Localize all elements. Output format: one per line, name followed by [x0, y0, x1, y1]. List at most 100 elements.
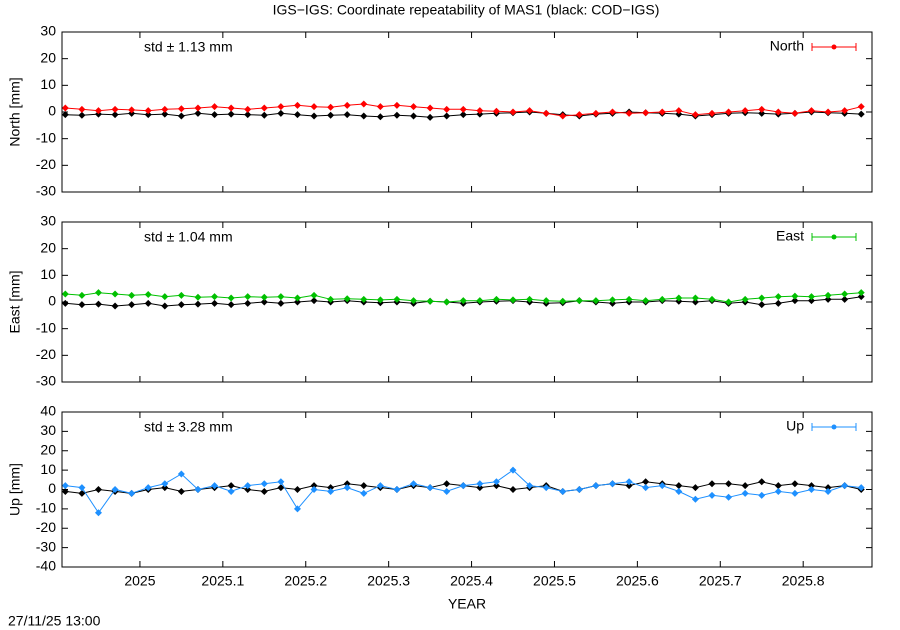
- data-point: [227, 301, 235, 309]
- data-point: [293, 111, 301, 119]
- data-point: [393, 111, 401, 119]
- data-point: [376, 113, 384, 121]
- data-point: [227, 487, 235, 495]
- data-point: [310, 112, 318, 120]
- data-point: [211, 103, 219, 111]
- data-point: [360, 100, 368, 108]
- data-point: [625, 478, 633, 486]
- data-point: [393, 486, 401, 493]
- data-point: [244, 299, 252, 307]
- data-point: [741, 489, 749, 497]
- y-tick-label: -30: [36, 373, 56, 389]
- data-point: [559, 297, 567, 305]
- data-point: [575, 486, 583, 493]
- data-point: [144, 107, 152, 115]
- data-point: [542, 484, 550, 492]
- data-point: [708, 491, 716, 499]
- data-point: [725, 108, 733, 116]
- data-point: [841, 107, 849, 115]
- data-point: [476, 480, 484, 488]
- x-tick-label: 2025.2: [284, 573, 327, 589]
- x-tick-label: 2025.1: [201, 573, 244, 589]
- data-point: [128, 489, 136, 497]
- data-point: [194, 486, 202, 493]
- plot-frame: [61, 411, 873, 568]
- data-point: [376, 296, 384, 304]
- data-point: [492, 482, 500, 490]
- data-point: [609, 108, 617, 116]
- data-point: [260, 487, 268, 495]
- data-point: [675, 482, 683, 490]
- data-point: [443, 105, 451, 113]
- data-point: [62, 487, 69, 495]
- data-point: [161, 302, 169, 310]
- y-tick-label: 20: [40, 49, 56, 65]
- data-point: [542, 297, 550, 305]
- data-point: [791, 489, 799, 497]
- data-point: [161, 110, 169, 118]
- x-tick-label: 2025.8: [782, 573, 825, 589]
- data-point: [227, 294, 235, 302]
- x-tick-label: 2025.4: [450, 573, 493, 589]
- data-point: [78, 484, 86, 492]
- data-point: [824, 484, 832, 492]
- data-point: [426, 484, 434, 492]
- data-point: [144, 484, 152, 492]
- data-point: [559, 487, 567, 495]
- data-point: [575, 297, 583, 305]
- data-point: [211, 482, 219, 490]
- data-point: [293, 298, 301, 306]
- y-tick-label: -30: [36, 183, 56, 199]
- data-point: [774, 108, 782, 116]
- data-point: [459, 111, 467, 119]
- data-point: [327, 484, 335, 492]
- data-point: [758, 478, 766, 486]
- data-point: [459, 297, 467, 305]
- legend-marker: [831, 424, 837, 430]
- plot-frame: [61, 31, 873, 193]
- y-tick-label: -40: [36, 558, 56, 574]
- data-point: [111, 486, 119, 493]
- y-tick-label: -20: [36, 519, 56, 535]
- data-point: [758, 105, 766, 113]
- data-point: [194, 293, 202, 301]
- data-point: [857, 103, 865, 111]
- data-point: [592, 297, 600, 305]
- data-point: [111, 111, 119, 119]
- legend-marker: [831, 44, 837, 50]
- x-tick-label: 2025.3: [367, 573, 410, 589]
- data-point: [708, 295, 716, 303]
- data-point: [260, 293, 268, 301]
- data-point: [658, 482, 666, 490]
- data-point: [293, 505, 301, 513]
- data-point: [807, 293, 815, 301]
- data-point: [824, 295, 832, 303]
- data-point: [277, 109, 285, 117]
- data-point: [807, 486, 815, 493]
- y-tick-label: -10: [36, 500, 56, 516]
- data-point: [62, 111, 69, 119]
- y-axis-label: North [mm]: [7, 77, 23, 146]
- data-point: [609, 480, 617, 488]
- legend-label: North: [770, 38, 804, 54]
- data-point: [177, 105, 185, 113]
- y-tick-label: -30: [36, 538, 56, 554]
- data-point: [509, 296, 517, 304]
- data-point: [94, 107, 102, 115]
- data-point: [559, 112, 567, 120]
- data-point: [725, 480, 733, 488]
- data-point: [725, 493, 733, 501]
- data-point: [94, 300, 102, 308]
- data-point: [360, 295, 368, 303]
- data-point: [343, 480, 351, 488]
- data-point: [293, 294, 301, 302]
- data-point: [691, 495, 699, 503]
- data-point: [642, 109, 650, 117]
- data-point: [758, 109, 766, 117]
- data-point: [691, 298, 699, 306]
- data-point: [376, 482, 384, 490]
- y-tick-label: 30: [40, 23, 56, 39]
